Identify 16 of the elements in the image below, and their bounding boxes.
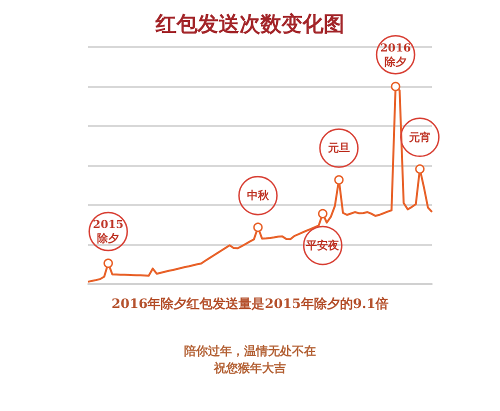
text: 祝您猴年大吉 [213,361,286,375]
text: 2016年除夕红包发送量是2015年除夕的9.1倍 [112,296,388,312]
point [103,258,113,268]
point [253,222,263,232]
chart-title: 红包发送次数变化图 [154,11,344,36]
text: 陪你过年，温情无处不在 [184,344,316,358]
annotation: 平安夜 [305,238,340,252]
point [415,164,425,174]
annotation: 元宵 [408,130,431,144]
annotation: 2016 除夕 [380,41,412,68]
annotation: 2015 除夕 [92,218,124,246]
annotation: 中秋 [246,189,270,202]
point [390,82,400,92]
point [334,175,344,185]
annotation: 元旦 [326,142,350,155]
point [318,208,328,218]
